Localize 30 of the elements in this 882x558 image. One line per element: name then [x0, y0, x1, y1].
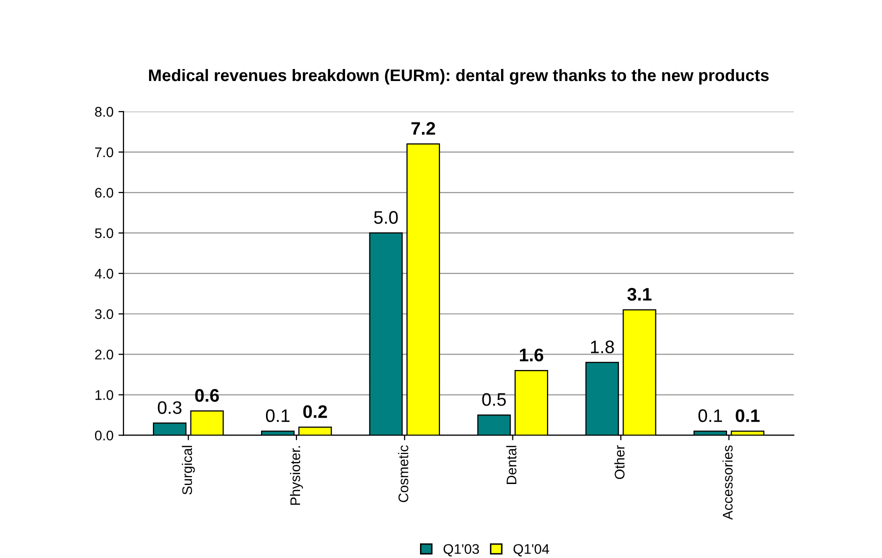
data-label: 0.1	[698, 409, 722, 422]
data-label: 5.0	[374, 211, 398, 224]
data-label: 0.2	[303, 405, 327, 418]
data-label: 0.1	[736, 409, 760, 422]
data-label: 0.1	[266, 409, 290, 422]
y-tick-label: 0.0	[94, 430, 114, 440]
legend-label: Q1'04	[514, 544, 550, 556]
data-label: 0.3	[158, 401, 182, 414]
y-tick-label: 6.0	[95, 188, 114, 198]
chart-title: Medical revenues breakdown (EURm): dental grew thanks to the new products	[149, 68, 769, 85]
x-tick-label: Accessories	[722, 445, 733, 520]
x-tick-label: Physioter.	[290, 446, 303, 505]
legend-label: Q1'03	[444, 544, 479, 556]
y-tick-label: 5.0	[95, 228, 114, 238]
y-tick-label: 3.0	[94, 309, 114, 320]
y-tick-label: 2.0	[95, 350, 114, 360]
x-tick-label: Cosmetic	[398, 445, 408, 502]
data-label: 0.6	[195, 389, 219, 402]
data-label: 3.1	[627, 288, 652, 301]
data-label: 1.8	[590, 340, 614, 354]
data-label: 0.5	[482, 393, 506, 406]
x-tick-label: Other	[614, 445, 625, 480]
data-label: 7.2	[411, 122, 436, 135]
y-tick-label: 7.0	[95, 147, 114, 158]
y-tick-label: 8.0	[95, 106, 114, 117]
x-tick-label: Surgical	[182, 446, 195, 495]
y-tick-label: 4.0	[94, 268, 114, 279]
data-label: 1.6	[520, 348, 544, 362]
y-tick-label: 1.0	[96, 390, 114, 400]
x-tick-label: Dental	[506, 446, 516, 484]
